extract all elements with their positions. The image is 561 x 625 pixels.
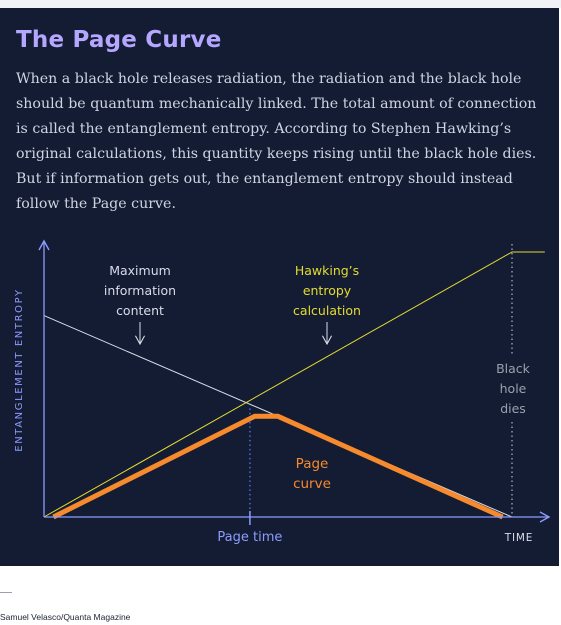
credit-divider: [0, 592, 12, 593]
page-curve-label-line-1: Page: [296, 456, 329, 472]
page-time-label: Page time: [217, 530, 282, 545]
top-strip: [0, 0, 561, 8]
black-hole-dies-label-line-3: dies: [500, 401, 526, 416]
y-axis-label: ENTANGLEMENT ENTROPY: [14, 288, 25, 451]
figure-description: When a black hole releases radiation, th…: [16, 71, 537, 212]
maximum-information-label-line-2: information: [104, 283, 176, 298]
hawking-calculation-label-line-2: entropy: [303, 283, 352, 298]
black-hole-dies-label-line-2: hole: [500, 381, 527, 396]
black-hole-dies-label-line-1: Black: [496, 361, 531, 376]
maximum-information-label-line-1: Maximum: [109, 263, 171, 278]
image-credit: Samuel Velasco/Quanta Magazine: [0, 612, 131, 622]
figure-panel: [0, 8, 559, 566]
x-axis-label: TIME: [504, 532, 533, 544]
hawking-calculation-label-line-3: calculation: [293, 303, 361, 318]
hawking-calculation-label-line-1: Hawking’s: [295, 263, 359, 278]
page-curve-label-line-2: curve: [293, 476, 331, 492]
figure-title: The Page Curve: [16, 27, 222, 53]
hawking-entropy-line: [43, 251, 545, 518]
maximum-information-label-line-3: content: [116, 303, 164, 318]
page-curve-chart: ENTANGLEMENT ENTROPY TIME Page time Maximum…: [14, 239, 551, 545]
page-curve-line: [52, 413, 504, 520]
